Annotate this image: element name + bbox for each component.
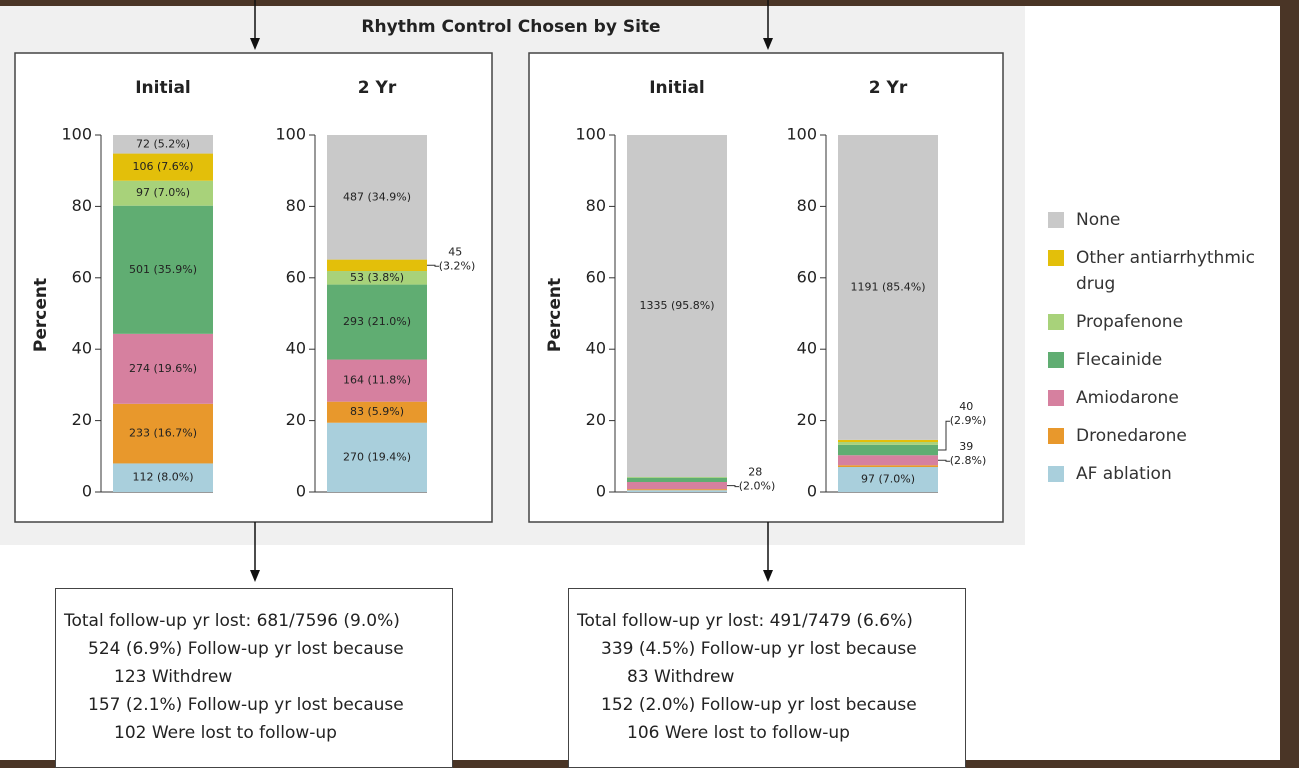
value-label: 72 (5.2%) (136, 137, 190, 150)
footnote-line: 106 Were lost to follow-up (577, 719, 965, 747)
value-label: 164 (11.8%) (343, 374, 411, 387)
value-label: 97 (7.0%) (136, 186, 190, 199)
category-label: Initial (135, 78, 191, 98)
y-tick-label: 100 (575, 125, 606, 144)
bar-segment (627, 489, 727, 490)
y-tick-label: 20 (797, 410, 817, 429)
y-tick-label: 100 (61, 125, 92, 144)
y-tick-label: 100 (275, 125, 306, 144)
y-tick-label: 40 (586, 339, 606, 358)
y-tick-label: 60 (586, 267, 606, 286)
legend-swatch (1048, 390, 1064, 406)
legend-item: Dronedarone (1048, 423, 1280, 449)
bar-segment (627, 478, 727, 482)
y-tick-label: 60 (72, 267, 92, 286)
y-tick-label: 80 (586, 196, 606, 215)
legend-label: Amiodarone (1076, 385, 1276, 411)
value-label: 274 (19.6%) (129, 362, 197, 375)
y-tick-label: 100 (786, 125, 817, 144)
category-label: 2 Yr (358, 78, 397, 98)
legend-label: Other antiarrhythmic drug (1076, 245, 1276, 297)
legend-label: Propafenone (1076, 309, 1276, 335)
title: Rhythm Control Chosen by Site (361, 17, 660, 37)
bar-segment (838, 455, 938, 465)
legend-item: AF ablation (1048, 461, 1280, 487)
legend-swatch (1048, 212, 1064, 228)
legend: None Other antiarrhythmic drug Propafenone… (1048, 207, 1280, 499)
legend-item: Propafenone (1048, 309, 1280, 335)
bar-segment (627, 477, 727, 478)
bar-segment (838, 440, 938, 442)
category-label: 2 Yr (869, 78, 908, 98)
bar-segment (327, 260, 427, 271)
footnote-line: 102 Were lost to follow-up (64, 719, 452, 747)
value-label: 487 (34.9%) (343, 190, 411, 203)
legend-swatch (1048, 428, 1064, 444)
footnote-line: 123 Withdrew (64, 663, 452, 691)
y-tick-label: 20 (286, 410, 306, 429)
y-tick-label: 80 (72, 196, 92, 215)
legend-label: AF ablation (1076, 461, 1276, 487)
legend-label: Flecainide (1076, 347, 1276, 373)
value-label: 97 (7.0%) (861, 473, 915, 486)
value-label: 112 (8.0%) (132, 471, 193, 484)
value-label: 1191 (85.4%) (850, 280, 925, 293)
value-label: 1335 (95.8%) (639, 299, 714, 312)
value-label: 501 (35.9%) (129, 263, 197, 276)
footnote-line: 339 (4.5%) Follow-up yr lost because (577, 635, 965, 663)
y-tick-label: 80 (286, 196, 306, 215)
footnote-line: Total follow-up yr lost: 491/7479 (6.6%) (577, 607, 965, 635)
footnote-line: 83 Withdrew (577, 663, 965, 691)
y-axis-label: Percent (31, 278, 51, 352)
bar-segment (838, 442, 938, 445)
footnote-line: 524 (6.9%) Follow-up yr lost because (64, 635, 452, 663)
legend-item: Flecainide (1048, 347, 1280, 373)
footnote-line: 157 (2.1%) Follow-up yr lost because (64, 691, 452, 719)
legend-swatch (1048, 250, 1064, 266)
y-tick-label: 20 (72, 410, 92, 429)
page: Rhythm Control Chosen by Site Percent Ini… (0, 0, 1299, 760)
legend-swatch (1048, 352, 1064, 368)
legend-swatch (1048, 314, 1064, 330)
category-label: Initial (649, 78, 705, 98)
y-tick-label: 60 (797, 267, 817, 286)
value-label: 233 (16.7%) (129, 427, 197, 440)
footnote-line: Total follow-up yr lost: 681/7596 (9.0%) (64, 607, 452, 635)
y-tick-label: 40 (797, 339, 817, 358)
legend-swatch (1048, 466, 1064, 482)
value-label: 106 (7.6%) (132, 160, 193, 173)
value-label: 53 (3.8%) (350, 271, 404, 284)
y-tick-label: 40 (72, 339, 92, 358)
y-tick-label: 0 (807, 482, 817, 501)
y-axis-label: Percent (545, 278, 565, 352)
y-tick-label: 0 (596, 482, 606, 501)
value-label: 83 (5.9%) (350, 405, 404, 418)
legend-label: None (1076, 207, 1276, 233)
y-tick-label: 60 (286, 267, 306, 286)
legend-item: None (1048, 207, 1280, 233)
legend-label: Dronedarone (1076, 423, 1276, 449)
value-label: 270 (19.4%) (343, 450, 411, 463)
y-tick-label: 0 (296, 482, 306, 501)
footnote-line: 152 (2.0%) Follow-up yr lost because (577, 691, 965, 719)
y-tick-label: 20 (586, 410, 606, 429)
footnote-box: Total follow-up yr lost: 681/7596 (9.0%)… (55, 588, 453, 768)
legend-item: Other antiarrhythmic drug (1048, 245, 1280, 297)
y-tick-label: 40 (286, 339, 306, 358)
legend-item: Amiodarone (1048, 385, 1280, 411)
y-tick-label: 0 (82, 482, 92, 501)
bar-segment (838, 445, 938, 455)
y-tick-label: 80 (797, 196, 817, 215)
footnote-box: Total follow-up yr lost: 491/7479 (6.6%)… (568, 588, 966, 768)
value-label: 293 (21.0%) (343, 315, 411, 328)
bar-segment (627, 482, 727, 489)
bar-segment (627, 490, 727, 492)
bar-segment (838, 465, 938, 467)
